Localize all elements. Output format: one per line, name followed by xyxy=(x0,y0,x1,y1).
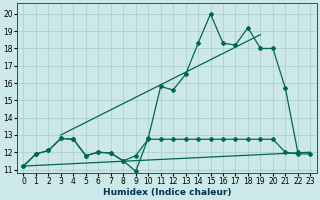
X-axis label: Humidex (Indice chaleur): Humidex (Indice chaleur) xyxy=(103,188,231,197)
